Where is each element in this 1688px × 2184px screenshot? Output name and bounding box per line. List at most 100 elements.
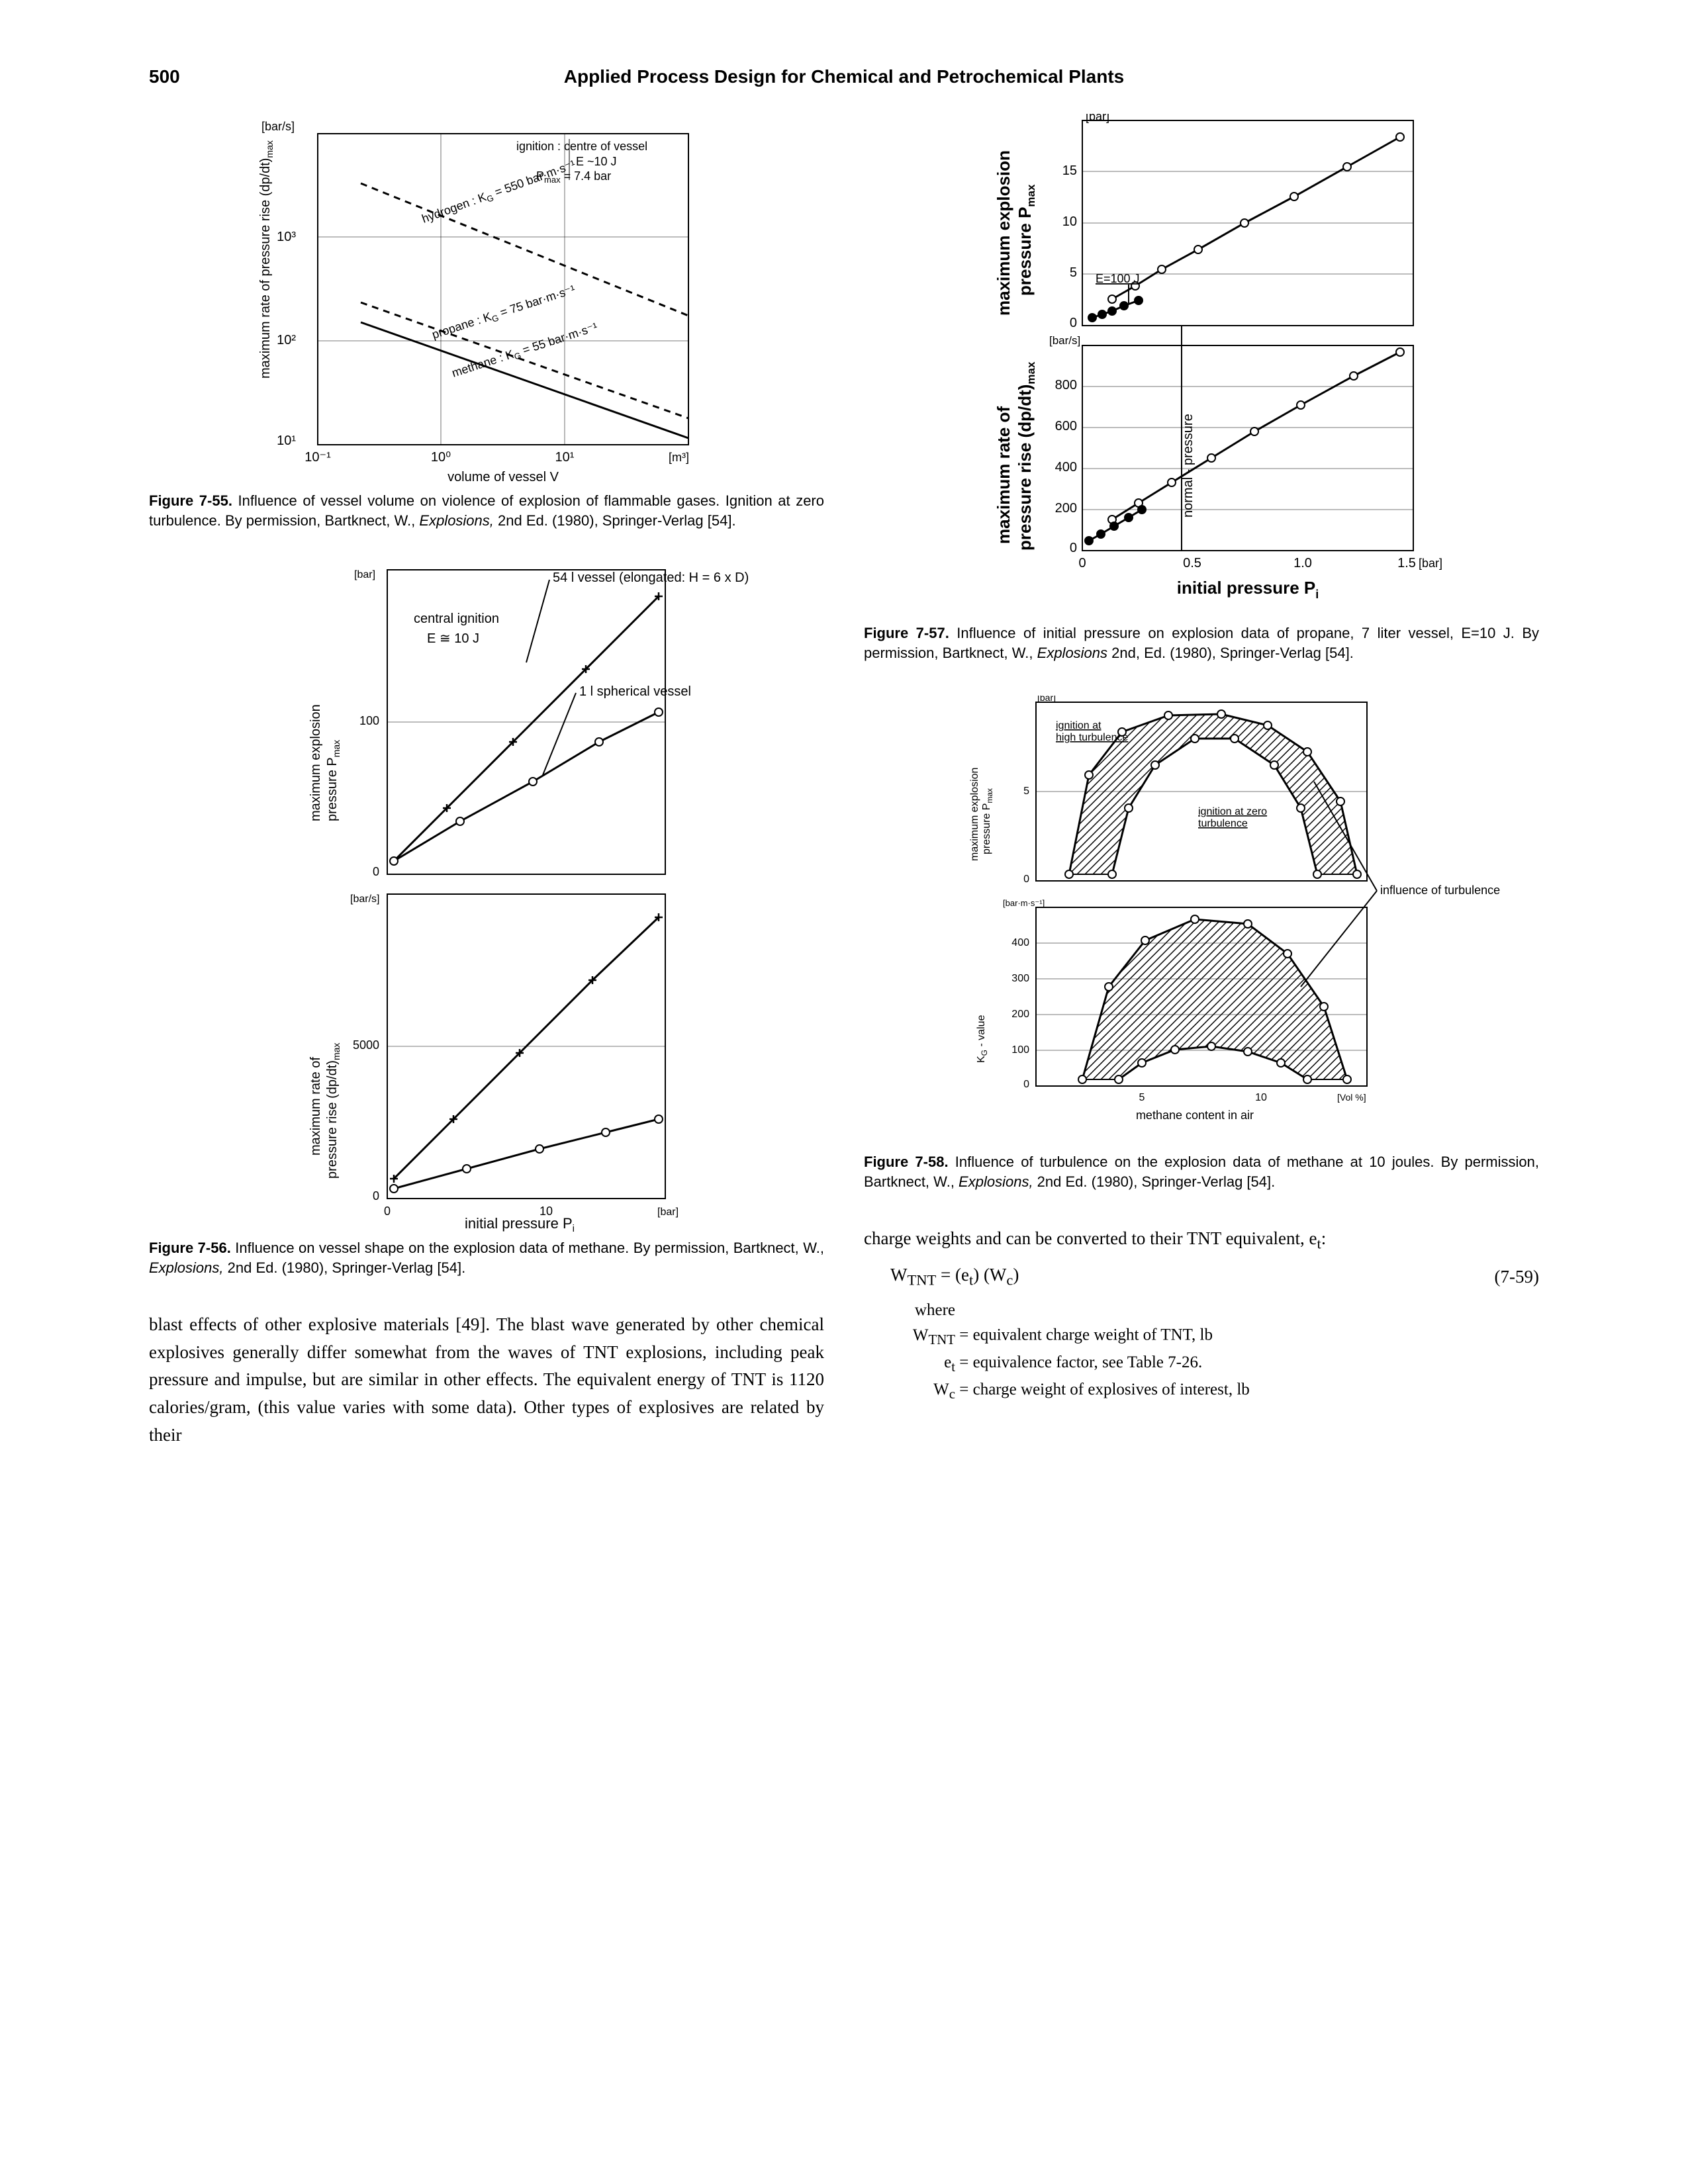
svg-text:[bar/s]: [bar/s] <box>350 893 379 905</box>
svg-text:[bar]: [bar] <box>1419 557 1442 570</box>
tick: 10⁰ <box>431 450 451 465</box>
svg-text:0.5: 0.5 <box>1183 556 1201 570</box>
svg-text:initial pressure Pi: initial pressure Pi <box>465 1215 575 1232</box>
tick: 10⁻¹ <box>305 450 331 465</box>
tick: 0 <box>384 1205 391 1218</box>
svg-text:400: 400 <box>1011 937 1029 948</box>
tick: 100 <box>359 714 379 727</box>
tick: 10³ <box>277 230 296 244</box>
svg-text:1.0: 1.0 <box>1293 556 1312 570</box>
where-block: where WTNT = equivalent charge weight of… <box>869 1298 1539 1404</box>
fig56-bot-series-1 <box>394 917 659 1179</box>
svg-text:0: 0 <box>1078 556 1086 570</box>
svg-text:0: 0 <box>1070 316 1077 330</box>
left-column: hydrogen : KG = 550 bar·m·s⁻¹ propane : … <box>149 114 824 1453</box>
svg-text:400: 400 <box>1055 460 1077 475</box>
svg-text:[bar]: [bar] <box>1086 114 1109 123</box>
fig57-top-line <box>1112 137 1400 299</box>
figure-7-56: central ignition E ≅ 10 J 54 l vessel (e… <box>149 563 824 1232</box>
svg-text:maximum explosion: maximum explosion <box>308 705 323 822</box>
svg-text:turbulence: turbulence <box>1198 818 1248 829</box>
fig56-note: E ≅ 10 J <box>427 631 479 646</box>
svg-text:5: 5 <box>1023 786 1029 797</box>
svg-text:methane content in air: methane content in air <box>1136 1109 1254 1122</box>
svg-text:pressure rise (dp/dt)max: pressure rise (dp/dt)max <box>1015 361 1037 551</box>
svg-text:600: 600 <box>1055 419 1077 433</box>
page-number: 500 <box>149 66 228 87</box>
svg-text:maximum explosion: maximum explosion <box>994 150 1013 316</box>
svg-text:[bar]: [bar] <box>354 569 375 580</box>
svg-text:[Vol %]: [Vol %] <box>1337 1092 1366 1103</box>
svg-text:0: 0 <box>1023 874 1029 885</box>
x-unit: [m³] <box>669 451 689 464</box>
svg-text:15: 15 <box>1062 163 1077 178</box>
fig57-note: E=100 J <box>1096 272 1140 285</box>
fig55-ignition-label: ignition : centre of vessel <box>516 140 647 153</box>
svg-text:maximum rate of: maximum rate of <box>994 406 1013 544</box>
svg-text:[bar]: [bar] <box>1037 696 1056 703</box>
svg-text:[bar]: [bar] <box>657 1206 679 1218</box>
y-unit: [bar/s] <box>261 120 295 133</box>
svg-text:methane : KG = 55 bar·m·s⁻¹: methane : KG = 55 bar·m·s⁻¹ <box>450 320 600 382</box>
svg-text:300: 300 <box>1011 973 1029 984</box>
svg-text:5: 5 <box>1070 265 1077 280</box>
svg-text:100: 100 <box>1011 1044 1029 1056</box>
figure-7-58: ignition at high turbulence ignition at … <box>864 696 1539 1146</box>
fig58-side-label: influence of turbulence <box>1380 884 1500 897</box>
tick: 10¹ <box>277 433 296 448</box>
fig55-energy-label: E ~10 J <box>576 155 617 168</box>
svg-text:pressure Pmax: pressure Pmax <box>981 788 994 854</box>
svg-text:pressure Pmax: pressure Pmax <box>325 740 342 821</box>
tick: 5000 <box>353 1038 379 1052</box>
svg-text:5: 5 <box>1139 1092 1145 1103</box>
figure-7-55-caption: Figure 7-55. Influence of vessel volume … <box>149 491 824 530</box>
body-text-right: charge weights and can be converted to t… <box>864 1225 1539 1255</box>
figure-7-57: E=100 J 0 5 10 15 [bar] maximum explosio… <box>864 114 1539 617</box>
svg-text:KG - value: KG - value <box>976 1015 989 1064</box>
tick: 10¹ <box>555 450 575 465</box>
svg-text:200: 200 <box>1055 501 1077 516</box>
svg-text:ignition at zero: ignition at zero <box>1198 806 1267 817</box>
svg-text:normal - pressure: normal - pressure <box>1181 414 1196 518</box>
body-text-left: blast effects of other explosive materia… <box>149 1311 824 1449</box>
fig56-top-series-2 <box>394 712 659 861</box>
page: 500 Applied Process Design for Chemical … <box>149 66 1539 1453</box>
svg-text:200: 200 <box>1011 1009 1029 1020</box>
svg-text:10: 10 <box>1255 1092 1267 1103</box>
tick: 0 <box>373 1189 379 1203</box>
svg-text:maximum rate of: maximum rate of <box>308 1057 323 1156</box>
tick: 10² <box>277 333 296 347</box>
svg-text:initial pressure Pi: initial pressure Pi <box>1177 578 1319 601</box>
svg-text:maximum rate of pressure rise: maximum rate of pressure rise (dp/dt)max <box>258 140 275 379</box>
series-propane <box>361 302 688 418</box>
tick: 0 <box>373 865 379 878</box>
svg-text:pressure Pmax: pressure Pmax <box>1015 184 1037 296</box>
svg-text:800: 800 <box>1055 378 1077 392</box>
figure-7-55: hydrogen : KG = 550 bar·m·s⁻¹ propane : … <box>149 114 824 484</box>
fig56-legend: 1 l spherical vessel <box>579 684 691 699</box>
svg-text:ignition at: ignition at <box>1056 720 1102 731</box>
figure-7-56-caption: Figure 7-56. Influence on vessel shape o… <box>149 1238 824 1277</box>
svg-text:maximum explosion: maximum explosion <box>969 768 980 861</box>
series-hydrogen <box>361 183 688 316</box>
right-column: E=100 J 0 5 10 15 [bar] maximum explosio… <box>864 114 1539 1453</box>
svg-text:pressure rise (dp/dt)max: pressure rise (dp/dt)max <box>325 1043 342 1179</box>
two-column-layout: hydrogen : KG = 550 bar·m·s⁻¹ propane : … <box>149 114 1539 1453</box>
svg-text:[bar/s]: [bar/s] <box>1049 334 1080 347</box>
fig56-legend: 54 l vessel (elongated: H = 6 x D) <box>553 570 749 585</box>
svg-text:high turbulence: high turbulence <box>1056 732 1129 743</box>
svg-text:1.5: 1.5 <box>1397 556 1416 570</box>
svg-text:0: 0 <box>1070 541 1077 555</box>
x-label: volume of vessel V <box>447 470 559 484</box>
header-title: Applied Process Design for Chemical and … <box>228 66 1539 87</box>
svg-text:10: 10 <box>1062 214 1077 229</box>
figure-7-58-caption: Figure 7-58. Influence of turbulence on … <box>864 1152 1539 1191</box>
page-header: 500 Applied Process Design for Chemical … <box>149 66 1539 87</box>
svg-text:[bar·m·s⁻¹]: [bar·m·s⁻¹] <box>1003 898 1045 908</box>
svg-text:hydrogen : KG = 550 bar·m·s⁻¹: hydrogen : KG = 550 bar·m·s⁻¹ <box>420 158 578 227</box>
fig56-bot-series-2 <box>394 1119 659 1189</box>
series-methane <box>361 322 688 438</box>
equation-7-59: WTNT = (et) (Wc) (7-59) <box>890 1265 1539 1289</box>
svg-text:0: 0 <box>1023 1079 1029 1090</box>
fig56-note: central ignition <box>414 612 499 626</box>
